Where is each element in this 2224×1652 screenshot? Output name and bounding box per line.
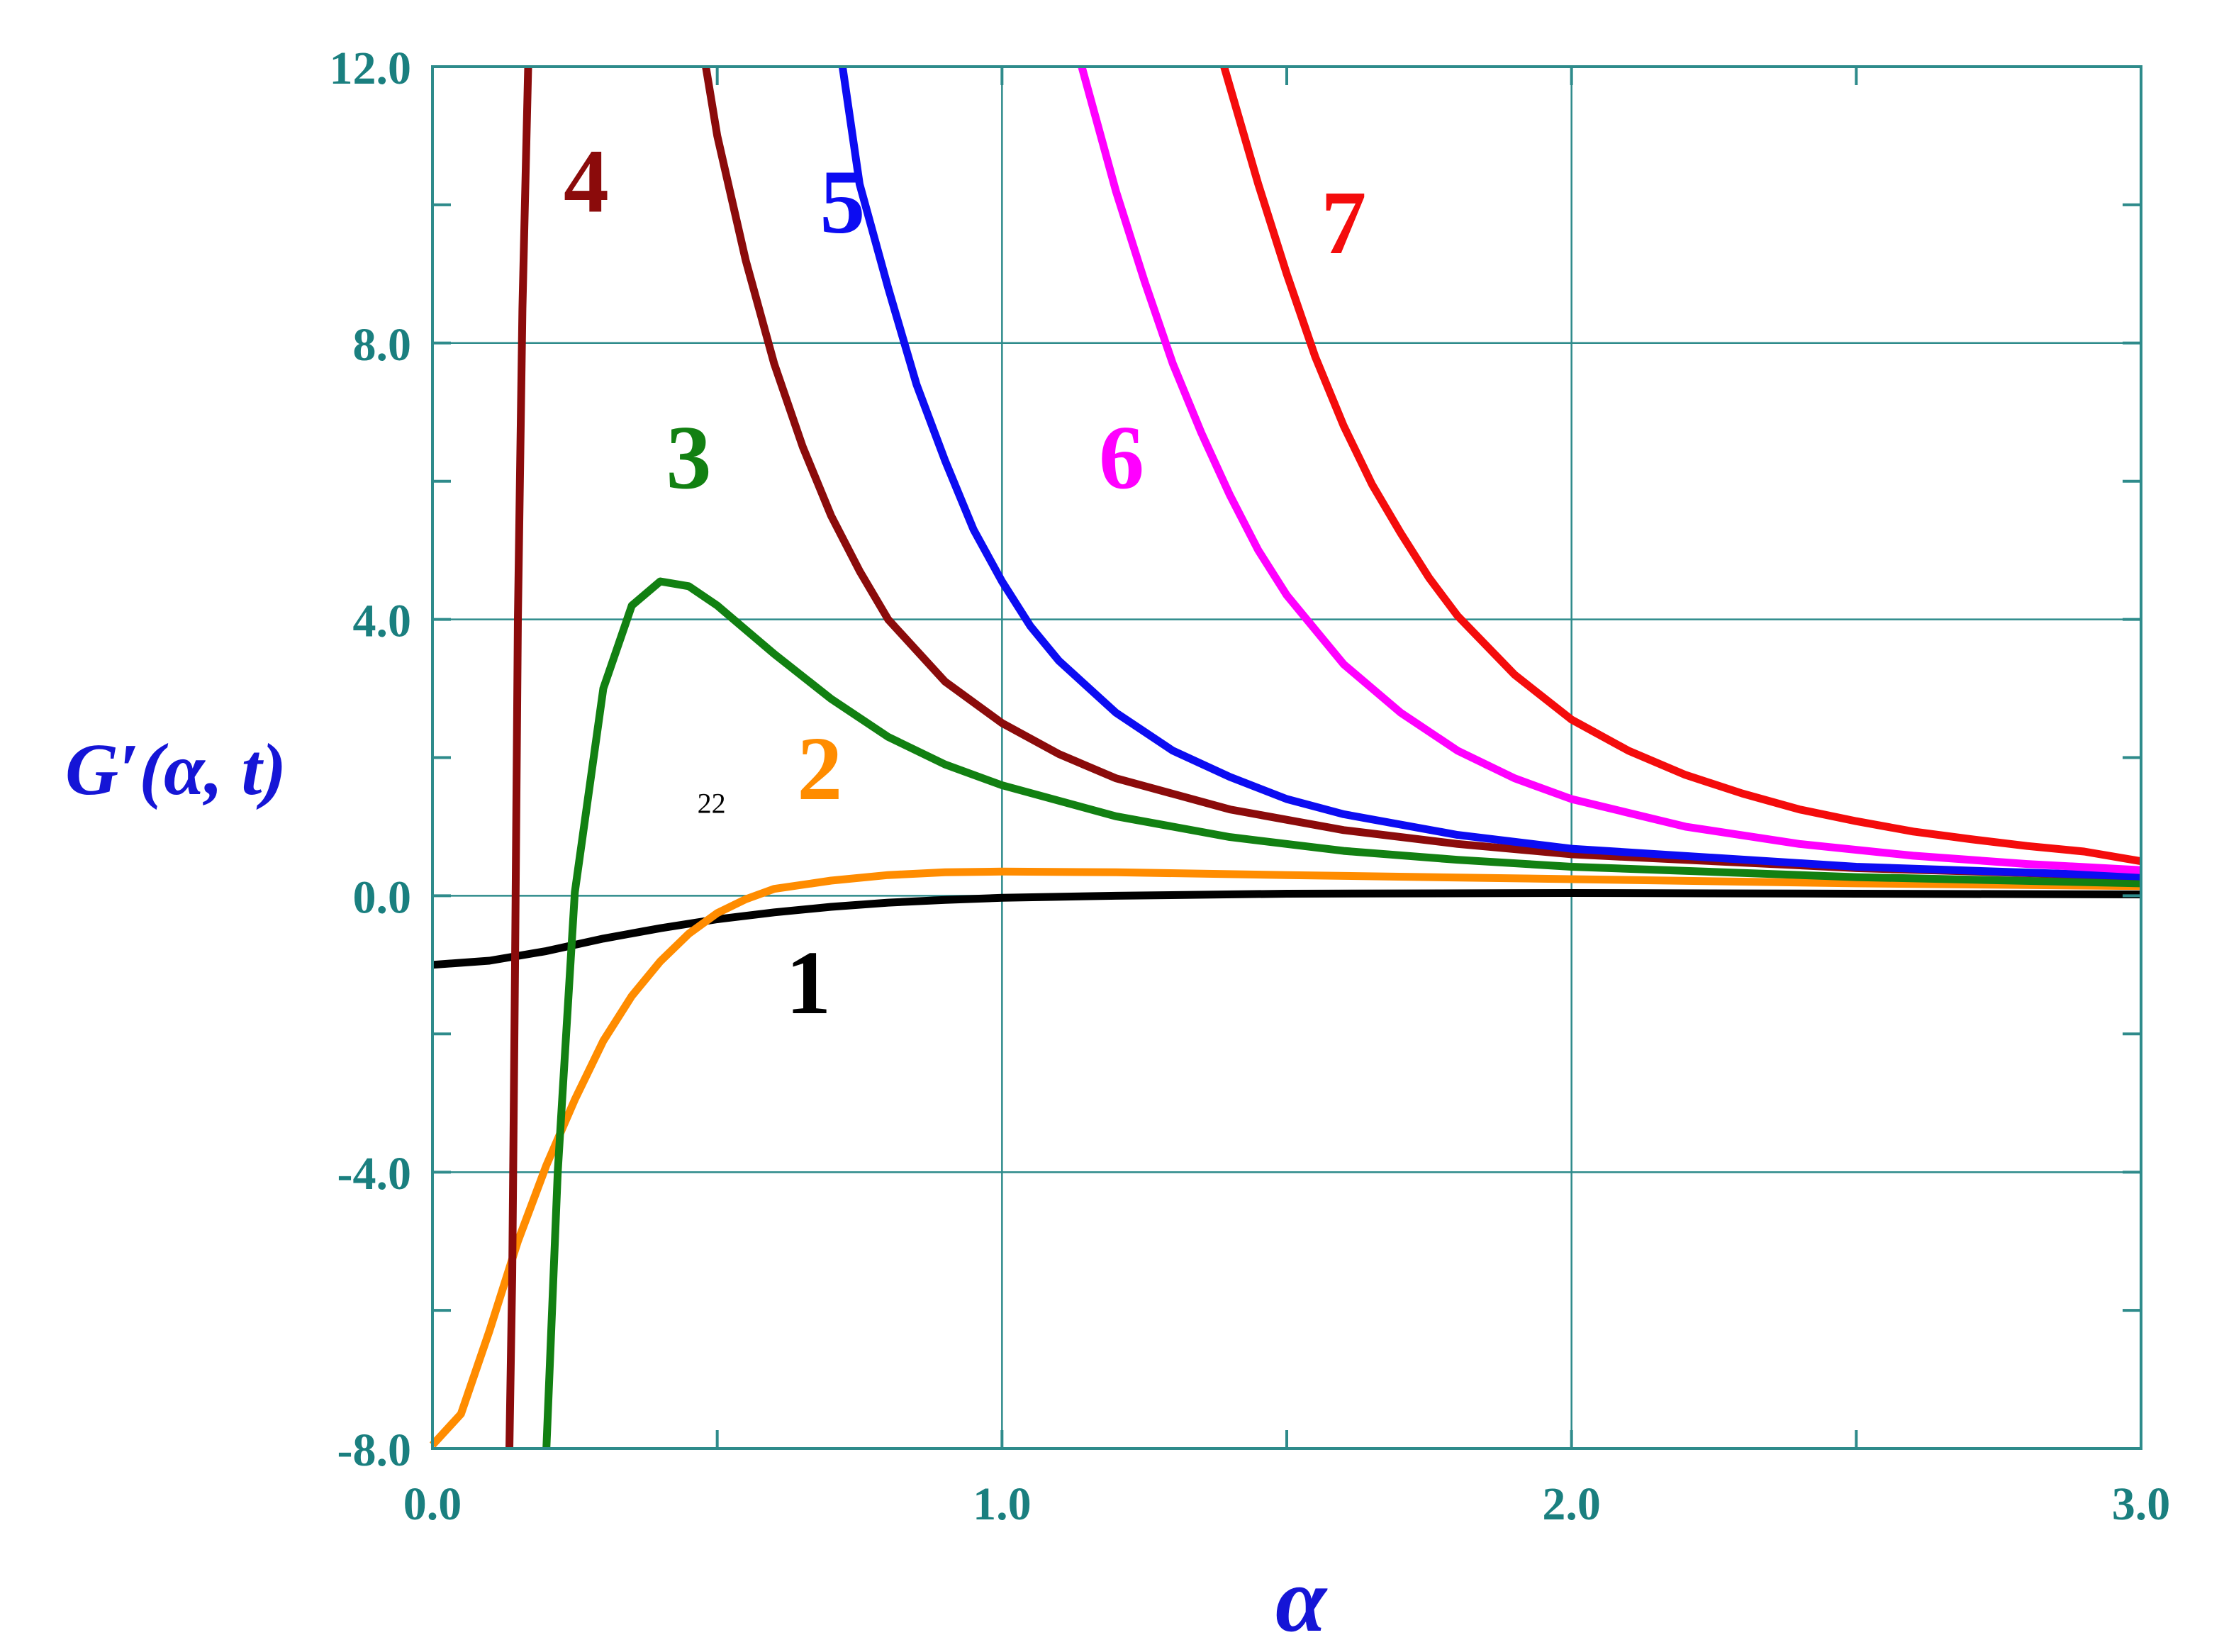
x-tick-label: 2.0 — [1542, 1478, 1601, 1530]
series-line-7 — [1220, 65, 2142, 866]
tick-labels: 0.0 1.0 2.0 3.0 -8.0 -4.0 0.0 4.0 8.0 12.0 — [330, 43, 2171, 1530]
y-axis-title: G′(α, t) — [65, 729, 286, 810]
series-line-4-branch — [702, 66, 2142, 881]
y-tick-label: 12.0 — [330, 43, 412, 94]
curve-label-7: 7 — [1321, 172, 1366, 273]
series-line-2 — [429, 867, 2142, 1448]
series-line-1 — [432, 889, 2142, 969]
curve-label-5: 5 — [820, 152, 865, 252]
curve-label-2: 2 — [797, 718, 842, 819]
series-group — [429, 65, 2142, 1449]
x-tick-label: 3.0 — [2112, 1478, 2171, 1530]
curve-label-4: 4 — [564, 131, 609, 232]
curve-label-3: 3 — [666, 407, 712, 508]
x-tick-label: 1.0 — [973, 1478, 1032, 1530]
curve-labels: 1 2 3 4 5 6 7 22 — [564, 131, 1366, 1033]
x-axis-title: α — [1275, 1549, 1328, 1651]
series-line-5 — [838, 66, 2142, 881]
y-tick-label: 4.0 — [353, 596, 412, 647]
series-line-6 — [1078, 65, 2142, 874]
x-tick-label: 0.0 — [403, 1478, 462, 1530]
series-line-4 — [505, 66, 532, 1449]
curve-label-6: 6 — [1099, 407, 1144, 508]
axes — [431, 65, 2142, 1450]
y-tick-label: 0.0 — [353, 871, 412, 923]
series-line-3 — [542, 577, 2142, 1449]
stray-label: 22 — [698, 787, 726, 819]
y-tick-label: -8.0 — [337, 1424, 411, 1476]
y-tick-label: 8.0 — [353, 319, 412, 371]
y-tick-label: -4.0 — [337, 1148, 411, 1200]
curve-label-1: 1 — [786, 932, 831, 1033]
grid — [432, 67, 2141, 1449]
